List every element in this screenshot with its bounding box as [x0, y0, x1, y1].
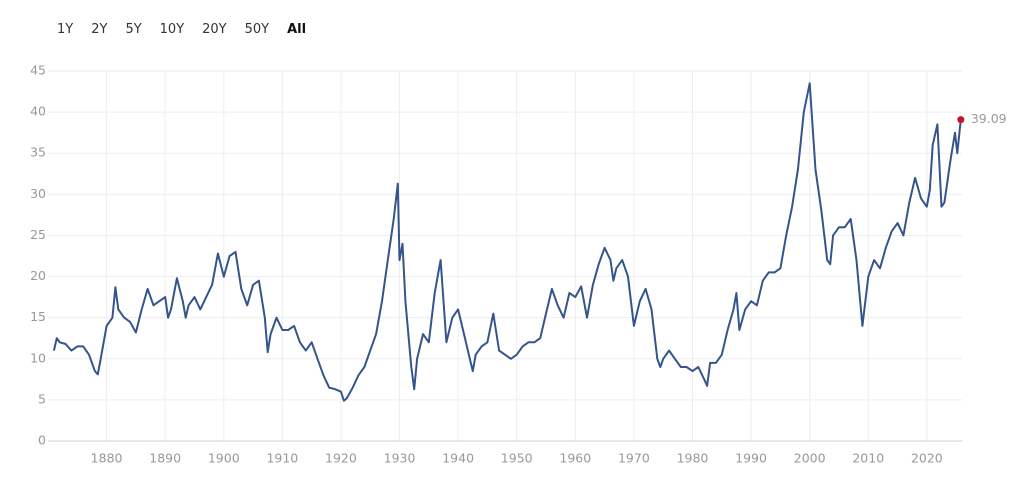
- range-button[interactable]: 2Y: [91, 22, 108, 37]
- y-tick-label: 25: [30, 227, 46, 242]
- x-tick-label: 2000: [794, 451, 826, 466]
- range-selector: 1Y 2Y 5Y 10Y 20Y 50Y All: [48, 20, 315, 40]
- x-tick-label: 1990: [735, 451, 767, 466]
- y-tick-label: 15: [30, 309, 46, 324]
- line: [52, 82, 962, 402]
- range-button[interactable]: 50Y: [244, 22, 270, 37]
- y-tick-label: 40: [30, 104, 46, 119]
- x-tick-label: 1970: [618, 451, 650, 466]
- x-tick-label: 1890: [149, 451, 181, 466]
- x-tick-label: 1910: [266, 451, 298, 466]
- x-tick-label: 1880: [91, 451, 123, 466]
- range-button[interactable]: 10Y: [159, 22, 185, 37]
- y-tick-label: 35: [30, 145, 46, 160]
- x-tick-label: 1940: [442, 451, 474, 466]
- y-tick-label: 10: [30, 350, 46, 365]
- x-tick-label: 1980: [677, 451, 709, 466]
- range-button[interactable]: 20Y: [202, 22, 227, 37]
- y-tick-label: 0: [38, 433, 46, 448]
- x-tick-label: 1960: [559, 451, 591, 466]
- x-tick-label: 1950: [501, 451, 533, 466]
- x-tick-label: 1920: [325, 451, 357, 466]
- range-button[interactable]: 5Y: [125, 22, 142, 37]
- last-point: [957, 116, 965, 124]
- last-value-label: 39.09: [971, 111, 1007, 126]
- range-button[interactable]: 1Y: [57, 22, 74, 37]
- x-tick-label: 2020: [911, 451, 943, 466]
- y-tick-label: 45: [30, 63, 46, 78]
- x-tick-label: 1900: [208, 451, 240, 466]
- y-tick-label: 20: [30, 268, 46, 283]
- y-tick-label: 5: [38, 391, 46, 406]
- x-tick-label: 1930: [384, 451, 416, 466]
- range-button[interactable]: All: [287, 22, 307, 37]
- x-tick-label: 2010: [852, 451, 884, 466]
- y-tick-label: 30: [30, 186, 46, 201]
